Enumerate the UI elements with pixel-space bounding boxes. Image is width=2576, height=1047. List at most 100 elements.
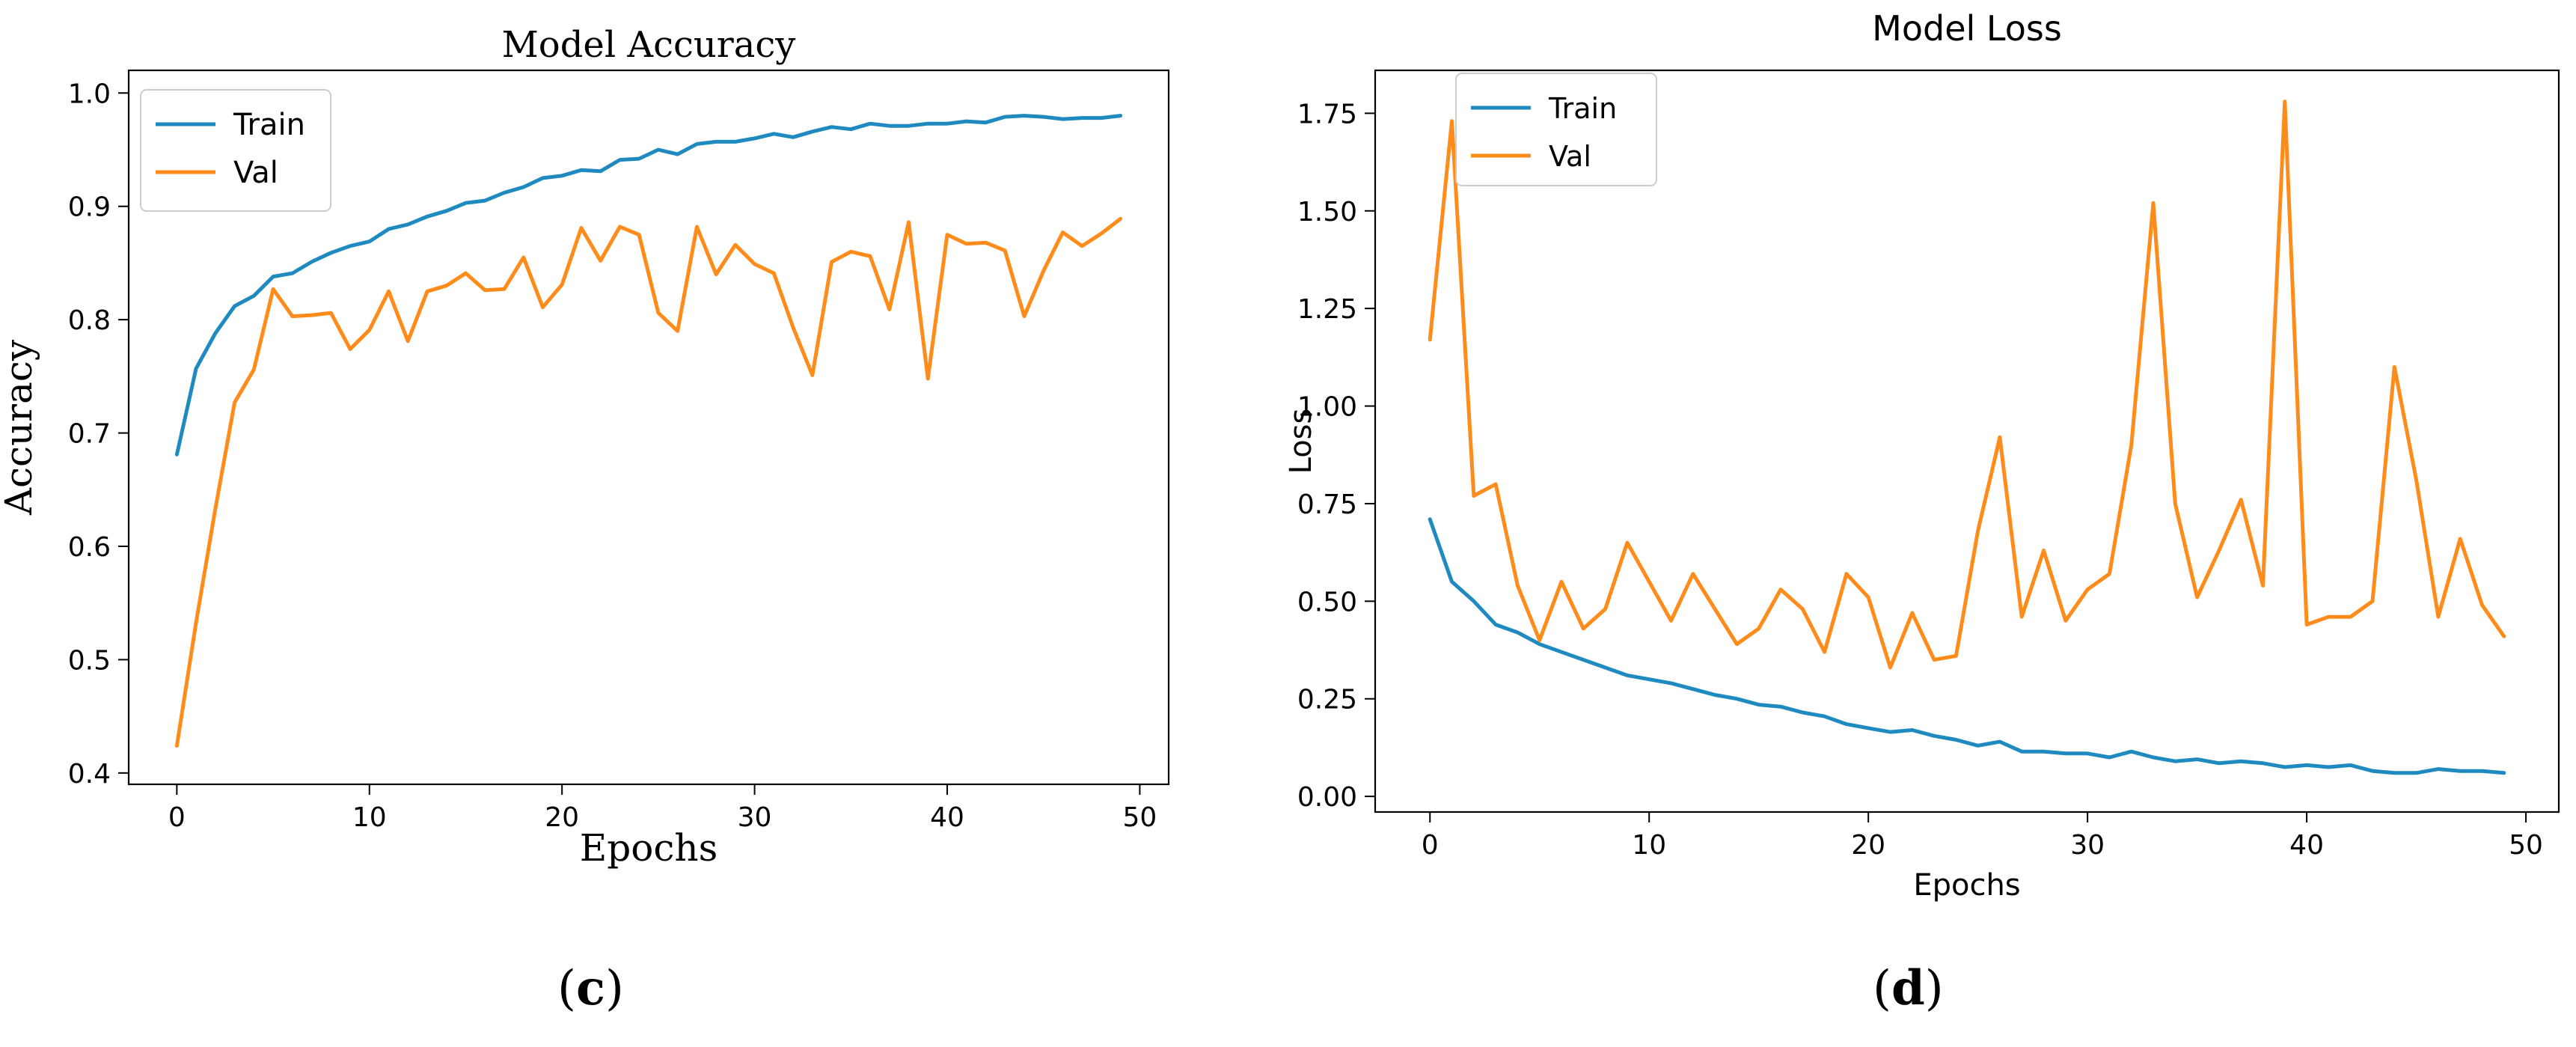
loss-train-data-point <box>2392 771 2396 775</box>
loss-train-data-point <box>1581 658 1585 662</box>
acc-train-data-point <box>387 227 391 231</box>
acc-train-data-point <box>830 125 834 129</box>
loss-train-data-point <box>1800 710 1805 715</box>
loss-val-data-point <box>2326 614 2331 619</box>
acc-train-data-point <box>599 169 603 174</box>
loss-train-data-point <box>2414 771 2419 775</box>
acc-val-data-point <box>656 311 661 315</box>
acc-train-data-point <box>348 244 352 248</box>
loss-train-data-point <box>1888 730 1892 734</box>
loss-val-data-point <box>1647 579 1651 584</box>
acc-val-data-point <box>964 242 969 246</box>
acc-train-data-point <box>425 214 429 219</box>
acc-train-data-point <box>310 260 314 264</box>
acc-train-data-point <box>444 209 449 213</box>
acc-val-data-point <box>348 347 352 352</box>
acc-train-data-point <box>1022 114 1027 118</box>
loss-val-data-point <box>1932 658 1936 662</box>
acc-val-data-point <box>907 220 911 225</box>
loss-train-data-point <box>2349 763 2353 767</box>
acc-train-data-point <box>926 121 930 126</box>
loss-train-data-point <box>1954 738 1958 742</box>
loss-train-data-point <box>2479 769 2484 773</box>
acc-val-data-point <box>771 271 776 275</box>
loss-y-tick-label: 0.50 <box>1297 587 1357 617</box>
acc-train-data-point <box>406 222 410 227</box>
loss-train-data-point <box>2019 749 2024 754</box>
acc-train-data-point <box>1099 116 1104 120</box>
acc-val-data-point <box>791 326 795 330</box>
loss-val-data-point <box>2436 614 2441 619</box>
acc-x-tick-label: 40 <box>930 802 964 833</box>
acc-train-data-point <box>328 251 333 255</box>
acc-train-data-point <box>521 185 526 189</box>
loss-train-data-point <box>1647 677 1651 682</box>
acc-y-tick-label: 0.7 <box>68 419 111 450</box>
loss-val-data-point <box>1757 626 1761 631</box>
loss-x-tick-label: 20 <box>1851 830 1885 861</box>
loss-train-data-point <box>2151 755 2156 760</box>
acc-train-data-point <box>483 198 487 203</box>
acc-val-data-point <box>521 255 526 260</box>
loss-val-data-point <box>1559 579 1564 584</box>
acc-axes-frame <box>127 69 1170 786</box>
acc-val-data-point <box>694 225 699 229</box>
acc-val-data-point <box>1119 216 1123 221</box>
loss-y-tick-label: 1.00 <box>1297 392 1357 423</box>
loss-val-data-point <box>2063 618 2068 623</box>
acc-chart-title: Model Accuracy <box>502 24 796 66</box>
acc-train-data-point <box>502 191 507 195</box>
loss-train-data-point <box>1428 517 1432 522</box>
panel-label-d-letter: d <box>1891 960 1925 1016</box>
loss-val-data-point <box>1713 607 1717 611</box>
acc-train-data-point <box>1041 115 1046 119</box>
loss-train-data-point <box>1713 693 1717 698</box>
panel-label-d: (d) <box>1873 960 1944 1016</box>
loss-x-tick-label: 0 <box>1422 830 1439 861</box>
loss-train-data-point <box>1625 673 1630 677</box>
loss-val-data-point <box>1910 611 1915 615</box>
loss-val-data-point <box>2085 587 2090 592</box>
acc-val-data-point <box>406 339 410 344</box>
acc-train-data-point <box>1003 115 1007 119</box>
loss-train-data-point <box>1669 681 1674 686</box>
acc-y-tick-label: 0.9 <box>68 192 111 223</box>
acc-val-data-point <box>617 225 622 229</box>
loss-val-data-point <box>1450 119 1454 123</box>
acc-y-tick-label: 0.8 <box>68 305 111 336</box>
acc-train-data-point <box>540 176 545 180</box>
loss-val-data-point <box>2261 583 2266 587</box>
acc-train-data-point <box>1119 114 1123 118</box>
acc-train-data-point <box>733 139 738 144</box>
loss-axes-frame <box>1374 69 2560 814</box>
acc-val-data-point <box>425 289 429 293</box>
loss-val-data-point <box>2370 599 2375 603</box>
acc-val-data-point <box>753 262 757 266</box>
loss-train-data-point <box>2283 765 2287 769</box>
loss-val-data-point <box>2392 364 2396 369</box>
acc-train-series-line <box>174 114 1123 457</box>
loss-val-data-point <box>2173 501 2177 506</box>
loss-val-data-point <box>1472 494 1476 498</box>
loss-val-data-point <box>1954 653 1958 658</box>
acc-train-data-point <box>1060 117 1065 121</box>
loss-val-data-point <box>2502 634 2506 638</box>
acc-y-axis-label: Accuracy <box>0 339 40 516</box>
loss-x-tick-label: 10 <box>1632 830 1666 861</box>
acc-train-data-point <box>771 132 776 136</box>
loss-train-data-point <box>2239 759 2243 763</box>
loss-train-data-point <box>2042 749 2046 754</box>
acc-val-data-point <box>945 233 949 237</box>
acc-legend-box <box>140 89 331 212</box>
loss-train-data-point <box>2085 751 2090 756</box>
loss-train-data-point <box>2261 761 2266 766</box>
loss-val-data-point <box>1515 583 1520 587</box>
loss-val-data-point <box>1976 528 1980 533</box>
acc-val-data-point <box>868 254 872 258</box>
loss-val-data-point <box>1800 607 1805 611</box>
acc-train-data-point <box>791 135 795 139</box>
acc-val-data-point <box>233 400 237 405</box>
acc-x-tick-label: 0 <box>168 802 186 833</box>
